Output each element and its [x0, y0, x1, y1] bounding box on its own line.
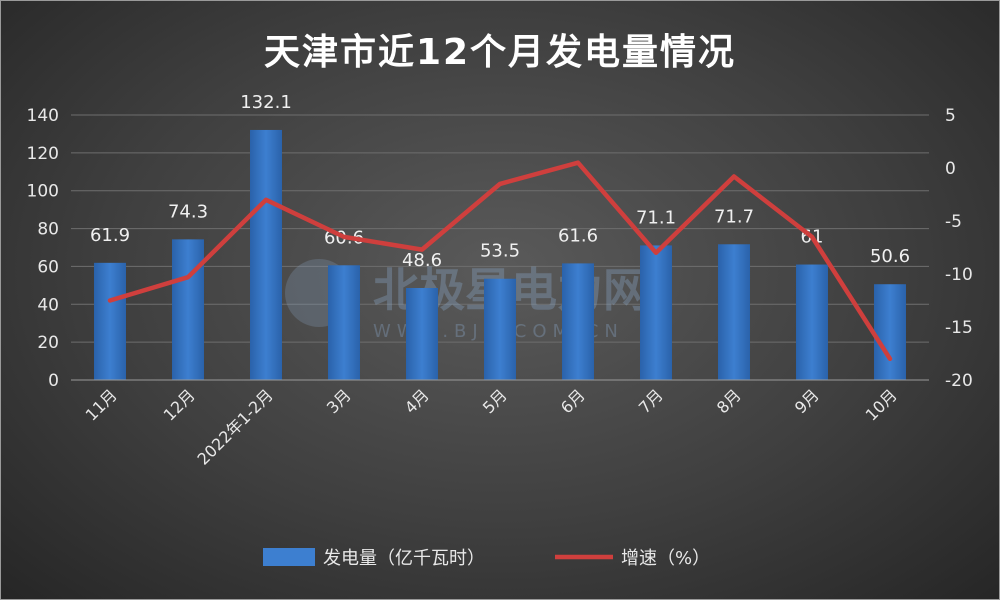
x-axis-tick: 7月: [635, 385, 667, 417]
bar: [640, 245, 672, 380]
x-axis-tick: 2022年1-2月: [193, 385, 276, 468]
legend-line-label: 增速（%）: [621, 548, 710, 569]
left-axis-tick: 120: [27, 144, 59, 164]
legend-bar-label: 发电量（亿千瓦时）: [323, 548, 485, 569]
left-axis-tick: 20: [37, 333, 59, 353]
bar: [484, 278, 516, 380]
bar-data-label: 48.6: [402, 250, 442, 271]
bar: [796, 264, 828, 380]
left-axis-tick: 40: [37, 295, 59, 315]
bar-data-label: 74.3: [168, 201, 208, 222]
bar: [172, 239, 204, 380]
bar-data-label: 71.1: [636, 207, 676, 228]
bar-data-label: 53.5: [480, 241, 520, 262]
right-axis-tick: -5: [945, 212, 962, 232]
bar: [250, 129, 282, 380]
x-axis-tick: 9月: [791, 385, 823, 417]
x-axis-tick: 11月: [82, 385, 121, 424]
x-axis-tick: 8月: [713, 385, 745, 417]
chart-title: 天津市近12个月发电量情况: [263, 32, 737, 73]
bar: [94, 262, 126, 380]
bar-data-label: 61.9: [90, 225, 130, 246]
x-axis-tick: 10月: [862, 385, 901, 424]
x-axis-tick: 12月: [160, 385, 199, 424]
bar: [406, 288, 438, 380]
right-axis-tick: 5: [945, 106, 956, 126]
legend-bar-swatch: [263, 548, 315, 566]
bar: [718, 244, 750, 380]
right-axis-tick: -20: [945, 371, 973, 391]
bar: [874, 284, 906, 380]
bar-data-label: 50.6: [870, 246, 910, 267]
bar-data-label: 71.7: [714, 206, 754, 227]
x-axis-tick: 3月: [323, 385, 355, 417]
left-axis-tick: 0: [48, 371, 59, 391]
bar: [328, 265, 360, 380]
bar-data-label: 132.1: [240, 92, 292, 113]
left-axis-tick: 80: [37, 220, 59, 240]
left-axis-tick: 100: [27, 182, 59, 202]
x-axis-tick: 5月: [479, 385, 511, 417]
right-axis-tick: -10: [945, 265, 973, 285]
bar: [562, 263, 594, 380]
left-axis-tick: 60: [37, 257, 59, 277]
bar-data-label: 61.6: [558, 225, 598, 246]
x-axis-tick: 4月: [401, 385, 433, 417]
right-axis-tick: -15: [945, 318, 973, 338]
left-axis-tick: 140: [27, 106, 59, 126]
right-axis-tick: 0: [945, 159, 956, 179]
x-axis-tick: 6月: [557, 385, 589, 417]
